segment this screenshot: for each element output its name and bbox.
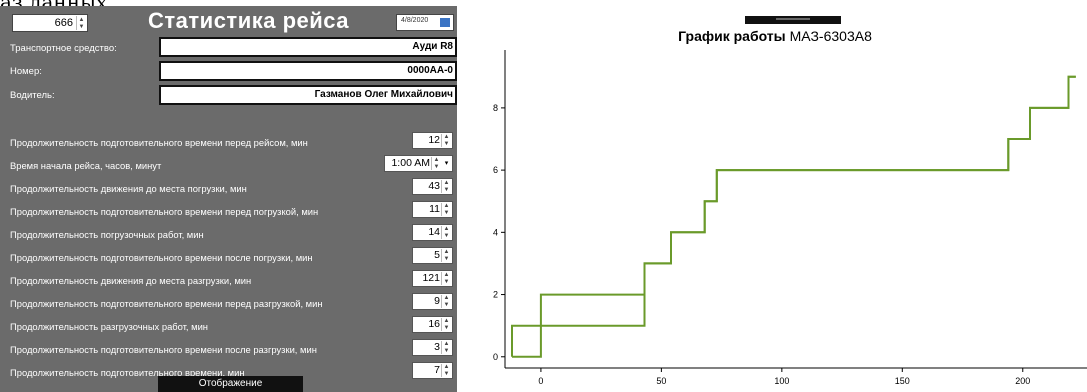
param-label: Продолжительность разгрузочных работ, ми… <box>10 321 208 332</box>
date-picker[interactable]: 4/8/2020 <box>396 14 454 31</box>
y-tick-label: 8 <box>493 103 498 113</box>
number-label: Номер: <box>10 66 42 77</box>
param-value: 14 <box>428 226 440 238</box>
driver-label: Водитель: <box>10 90 55 101</box>
param-spinner[interactable]: ▲ ▼ <box>441 318 451 331</box>
param-spinner[interactable]: ▲ ▼ <box>441 203 451 216</box>
x-tick-label: 200 <box>1015 376 1030 386</box>
display-button[interactable]: Отображение <box>158 376 303 392</box>
chart-title-rest: МАЗ-6303А8 <box>790 28 872 44</box>
vehicle-field[interactable]: Ауди R8 <box>159 37 457 57</box>
param-value: 43 <box>428 180 440 192</box>
start-time-value: 1:00 AM <box>391 157 430 169</box>
number-field[interactable]: 0000АА-0 <box>159 61 457 81</box>
vehicle-label: Транспортное средство: <box>10 43 117 54</box>
x-tick-label: 100 <box>774 376 789 386</box>
param-spinner[interactable]: ▲ ▼ <box>441 272 451 285</box>
param-label: Продолжительность подготовительного врем… <box>10 252 313 263</box>
x-tick-label: 150 <box>895 376 910 386</box>
x-ticks: 0 50 100 150 200 <box>538 368 1030 386</box>
param-stepper[interactable]: 7 ▲ ▼ <box>412 362 453 379</box>
time-spinner[interactable]: ▲ ▼ <box>431 157 441 170</box>
driver-field[interactable]: Газманов Олег Михайлович <box>159 85 457 105</box>
param-label: Продолжительность подготовительного врем… <box>10 137 308 148</box>
param-label: Продолжительность подготовительного врем… <box>10 367 245 378</box>
param-label: Продолжительность движения до места погр… <box>10 183 247 194</box>
param-value: 9 <box>434 295 440 307</box>
trip-id-value: 666 <box>54 17 73 29</box>
trip-statistics-panel: 666 ▲ ▼ Статистика рейса 4/8/2020 Транспо… <box>0 6 457 392</box>
param-label: Время начала рейса, часов, минут <box>10 160 162 171</box>
param-label: Продолжительность подготовительного врем… <box>10 344 317 355</box>
param-stepper[interactable]: 43 ▲ ▼ <box>412 178 453 195</box>
chart-title: График работы МАЗ-6303А8 <box>678 28 872 44</box>
param-value: 7 <box>434 364 440 376</box>
y-ticks: 0 2 4 6 8 <box>493 103 505 362</box>
param-value: 121 <box>422 272 440 284</box>
param-label: Продолжительность движения до места разг… <box>10 275 252 286</box>
param-spinner[interactable]: ▲ ▼ <box>441 341 451 354</box>
y-tick-label: 6 <box>493 165 498 175</box>
param-value: 11 <box>429 203 440 215</box>
param-spinner[interactable]: ▲ ▼ <box>441 180 451 193</box>
param-stepper[interactable]: 12 ▲ ▼ <box>412 132 453 149</box>
param-value: 12 <box>428 134 440 146</box>
param-stepper[interactable]: 5 ▲ ▼ <box>412 247 453 264</box>
param-label: Продолжительность подготовительного врем… <box>10 206 319 217</box>
y-tick-label: 2 <box>493 290 498 300</box>
chart-series <box>511 75 1076 358</box>
date-value: 4/8/2020 <box>401 17 429 24</box>
chevron-down-icon[interactable]: ▾ <box>444 160 449 167</box>
param-label: Продолжительность погрузочных работ, мин <box>10 229 204 240</box>
param-spinner[interactable]: ▲ ▼ <box>441 226 451 239</box>
param-spinner[interactable]: ▲ ▼ <box>441 249 451 262</box>
calendar-icon[interactable] <box>440 18 450 27</box>
x-tick-label: 50 <box>656 376 666 386</box>
param-label: Продолжительность подготовительного врем… <box>10 298 323 309</box>
chart-toolbar-handle <box>776 18 810 20</box>
chart-title-bold: График работы <box>678 28 786 44</box>
param-stepper[interactable]: 9 ▲ ▼ <box>412 293 453 310</box>
trip-id-stepper[interactable]: 666 ▲ ▼ <box>12 14 88 32</box>
param-stepper[interactable]: 11 ▲ ▼ <box>412 201 453 218</box>
work-schedule-chart: График работы МАЗ-6303А8 0 2 4 6 8 0 50 100 150 2… <box>493 16 1087 386</box>
param-spinner[interactable]: ▲ ▼ <box>441 134 451 147</box>
x-tick-label: 0 <box>538 376 543 386</box>
param-value: 5 <box>434 249 440 261</box>
param-stepper[interactable]: 14 ▲ ▼ <box>412 224 453 241</box>
series-line-2 <box>511 75 1076 357</box>
page-title: Статистика рейса <box>148 8 350 33</box>
param-stepper[interactable]: 3 ▲ ▼ <box>412 339 453 356</box>
trip-id-spinner[interactable]: ▲ ▼ <box>76 16 86 30</box>
param-value: 16 <box>428 318 440 330</box>
param-spinner[interactable]: ▲ ▼ <box>441 295 451 308</box>
param-stepper[interactable]: 16 ▲ ▼ <box>412 316 453 333</box>
series-line-1 <box>512 75 1076 358</box>
start-time-picker[interactable]: 1:00 AM ▲ ▼ ▾ <box>384 155 453 172</box>
param-value: 3 <box>434 341 440 353</box>
y-tick-label: 4 <box>493 227 498 237</box>
param-spinner[interactable]: ▲ ▼ <box>441 364 451 377</box>
y-tick-label: 0 <box>493 352 498 362</box>
param-stepper[interactable]: 121 ▲ ▼ <box>412 270 453 287</box>
